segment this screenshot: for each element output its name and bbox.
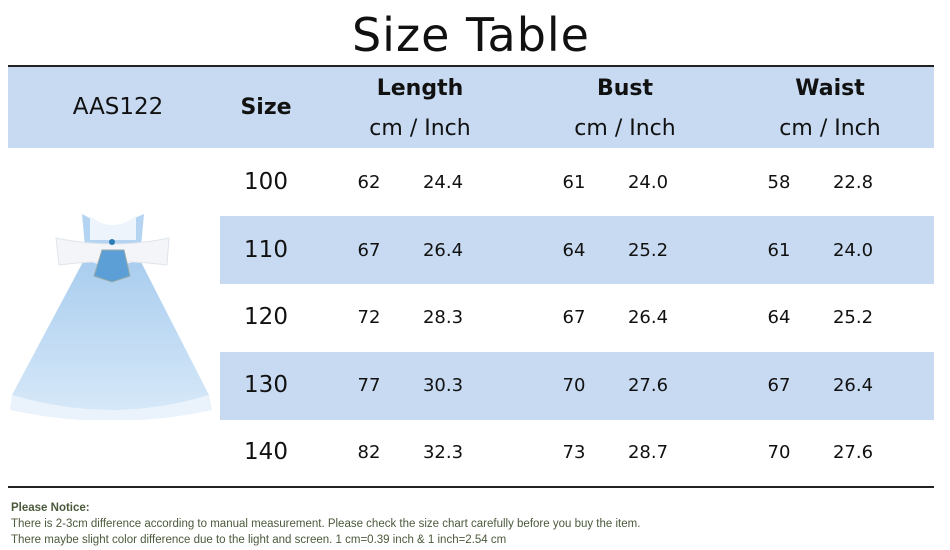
length-cm-cell: 82	[357, 442, 381, 463]
waist-in-cell: 25.2	[832, 307, 874, 328]
notice-line: There is 2-3cm difference according to m…	[11, 518, 641, 530]
waist-in-cell: 26.4	[832, 374, 874, 396]
row-band	[220, 216, 934, 284]
length-cm-cell: 62	[357, 172, 381, 193]
row-band	[220, 352, 934, 420]
length-header: Length	[376, 76, 464, 101]
page-title: Size Table	[351, 8, 590, 62]
waist-cm-cell: 67	[767, 374, 791, 396]
bust-unit: cm / Inch	[574, 116, 676, 141]
waist-in-cell: 27.6	[832, 442, 874, 463]
bust-in-cell: 26.4	[627, 307, 669, 328]
size-cell: 120	[244, 304, 288, 330]
length-cm-cell: 77	[357, 374, 381, 396]
length-in-cell: 30.3	[422, 374, 464, 396]
header-band	[8, 67, 934, 148]
size-cell: 140	[244, 439, 288, 465]
bust-in-cell: 25.2	[627, 239, 669, 261]
waist-cm-cell: 64	[767, 307, 791, 328]
size-header: Size	[240, 95, 292, 120]
bust-in-cell: 27.6	[627, 374, 669, 396]
waist-cm-cell: 61	[767, 239, 791, 261]
model-code: AAS122	[72, 94, 164, 120]
bust-cm-cell: 61	[562, 172, 586, 193]
waist-cm-cell: 70	[767, 442, 791, 463]
waist-in-cell: 24.0	[832, 239, 874, 261]
size-cell: 100	[244, 169, 288, 195]
size-cell: 110	[244, 236, 288, 263]
bust-cm-cell: 73	[562, 442, 586, 463]
waist-in-cell: 22.8	[832, 172, 874, 193]
dress-image	[10, 214, 212, 420]
bottom-divider	[8, 486, 934, 488]
length-unit: cm / Inch	[369, 116, 471, 141]
length-cm-cell: 67	[357, 239, 381, 261]
notice: Please Notice: There is 2-3cm difference…	[11, 500, 640, 548]
bust-cm-cell: 70	[562, 374, 586, 396]
waist-unit: cm / Inch	[779, 116, 881, 141]
notice-heading: Please Notice:	[11, 502, 90, 514]
length-in-cell: 26.4	[422, 239, 464, 261]
length-cm-cell: 72	[357, 307, 381, 328]
bust-cm-cell: 64	[562, 239, 586, 261]
bust-in-cell: 28.7	[627, 442, 669, 463]
size-cell: 130	[244, 371, 288, 398]
bust-header: Bust	[596, 76, 654, 101]
bust-cm-cell: 67	[562, 307, 586, 328]
length-in-cell: 24.4	[422, 172, 464, 193]
length-in-cell: 28.3	[422, 307, 464, 328]
length-in-cell: 32.3	[422, 442, 464, 463]
top-divider	[8, 65, 934, 67]
notice-line: There maybe slight color difference due …	[11, 534, 507, 546]
bust-in-cell: 24.0	[627, 172, 669, 193]
waist-header: Waist	[795, 76, 865, 101]
waist-cm-cell: 58	[767, 172, 791, 193]
